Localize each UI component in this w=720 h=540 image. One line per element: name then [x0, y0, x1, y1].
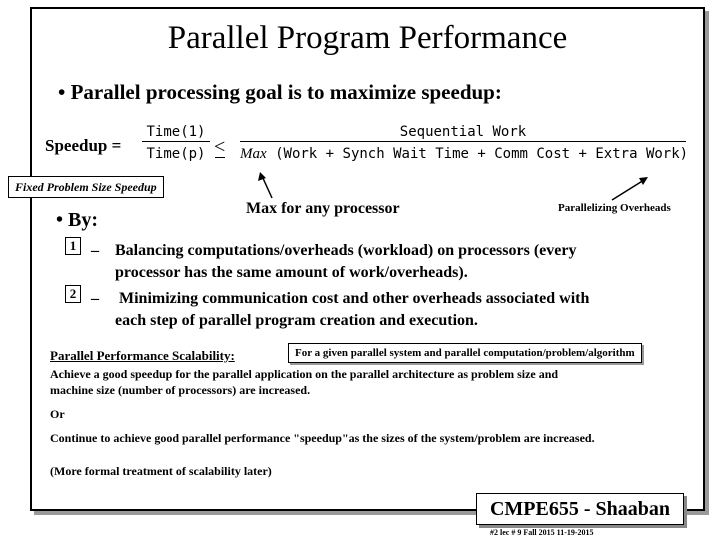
item-1-line-1: Balancing computations/overheads (worklo… — [115, 242, 577, 259]
item-number-1: 1 — [65, 237, 81, 255]
speedup-label: Speedup = — [45, 136, 122, 155]
time-numerator: Time(1) — [142, 124, 210, 142]
item-dash-2: – — [91, 290, 99, 307]
scalability-line-1: Achieve a good speedup for the parallel … — [50, 367, 559, 381]
work-denominator: Max (Work + Synch Wait Time + Comm Cost … — [240, 142, 689, 163]
main-bullet: • Parallel processing goal is to maximiz… — [58, 80, 502, 104]
work-numerator: Sequential Work — [240, 124, 686, 142]
work-fraction: Sequential Work Max (Work + Synch Wait T… — [240, 124, 689, 163]
scalability-line-3: Continue to achieve good parallel perfor… — [50, 431, 595, 445]
slide-title: Parallel Program Performance — [167, 20, 568, 56]
scalability-note: (More formal treatment of scalability la… — [50, 464, 272, 478]
scalability-label: Parallel Performance Scalability: — [50, 348, 235, 363]
course-footer-box: CMPE655 - Shaaban — [476, 493, 684, 525]
time-fraction: Time(1) Time(p) — [142, 124, 210, 162]
less-than-glyph: < — [214, 136, 226, 158]
overheads-arrowhead — [639, 177, 648, 185]
work-denominator-rest: (Work + Synch Wait Time + Comm Cost + Ex… — [266, 146, 689, 162]
max-arrowhead — [258, 172, 266, 181]
item-1-line-2: processor has the same amount of work/ov… — [115, 264, 468, 281]
lecture-meta: #2 lec # 9 Fall 2015 11-19-2015 — [490, 528, 594, 537]
fixed-problem-size-box: Fixed Problem Size Speedup — [8, 176, 164, 198]
given-system-box: For a given parallel system and parallel… — [288, 343, 642, 363]
parallelizing-overheads-label: Parallelizing Overheads — [558, 202, 671, 214]
by-bullet: • By: — [56, 209, 99, 231]
max-word: Max — [240, 146, 267, 162]
item-2-line-2: each step of parallel program creation a… — [115, 312, 478, 329]
or-text: Or — [50, 407, 65, 421]
time-denominator: Time(p) — [146, 146, 206, 162]
item-number-2: 2 — [65, 285, 81, 303]
overheads-arrow — [611, 179, 645, 201]
max-for-any-processor-label: Max for any processor — [246, 200, 400, 217]
item-dash-1: – — [91, 242, 99, 259]
scalability-line-2: machine size (number of processors) are … — [50, 383, 311, 397]
slide-frame — [30, 7, 705, 511]
item-2-line-1: Minimizing communication cost and other … — [119, 290, 590, 307]
max-arrow — [261, 175, 273, 199]
less-than-symbol: < — [214, 136, 226, 158]
